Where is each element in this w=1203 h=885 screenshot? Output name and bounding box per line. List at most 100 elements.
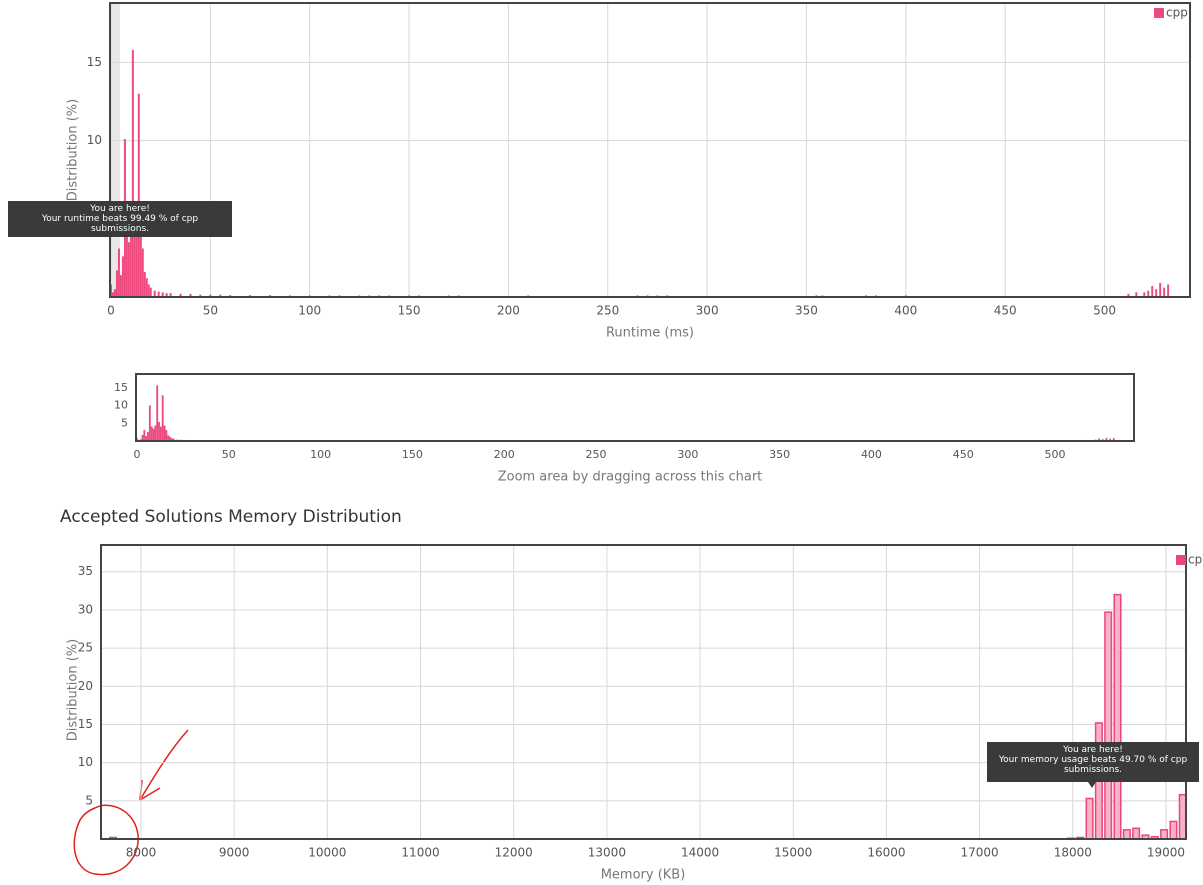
x-tick-label: 0 — [134, 448, 141, 461]
x-axis-title: Runtime (ms) — [606, 326, 694, 341]
legend-swatch — [1154, 8, 1164, 18]
y-axis-title: Distribution (%) — [66, 99, 81, 201]
x-tick-label: 200 — [494, 448, 515, 461]
bar — [1155, 289, 1158, 297]
bar — [169, 293, 172, 297]
plot-frame — [100, 544, 1187, 840]
bar — [156, 385, 159, 441]
x-tick-label: 13000 — [588, 846, 626, 860]
bar — [1122, 829, 1131, 840]
x-tick-label: 14000 — [681, 846, 719, 860]
bar — [189, 293, 192, 297]
x-tick-label: 400 — [894, 304, 917, 318]
bar — [141, 248, 144, 297]
bar — [127, 242, 130, 297]
bar — [1169, 820, 1178, 840]
bar — [159, 426, 162, 441]
bar — [133, 212, 136, 297]
bar — [143, 271, 146, 297]
x-tick-label: 300 — [696, 304, 719, 318]
bar — [117, 248, 120, 297]
x-tick-label: 500 — [1045, 448, 1066, 461]
highlight-band — [110, 3, 120, 297]
bar — [1151, 286, 1154, 297]
x-tick-label: 150 — [402, 448, 423, 461]
x-tick-label: 8000 — [126, 846, 157, 860]
y-tick-label: 10 — [78, 755, 93, 769]
bar — [149, 287, 152, 297]
bar — [141, 435, 144, 441]
x-tick-label: 350 — [795, 304, 818, 318]
bar — [129, 228, 132, 297]
bar — [113, 289, 116, 297]
legend-label: cpp — [1166, 6, 1188, 20]
y-tick-label: 15 — [87, 55, 102, 69]
bar — [131, 49, 134, 298]
x-tick-label: 250 — [586, 448, 607, 461]
x-axis-title: Zoom area by dragging across this chart — [498, 470, 763, 485]
x-tick-label: 250 — [596, 304, 619, 318]
x-tick-label: 16000 — [867, 846, 905, 860]
bar — [154, 425, 157, 441]
bar — [143, 430, 146, 441]
bar — [219, 294, 222, 297]
tooltip-text: Your runtime beats 99.49 % of cpp submis… — [41, 214, 199, 234]
tooltip: You are here! Your runtime beats 99.49 %… — [8, 201, 232, 237]
y-tick-label: 15 — [114, 381, 128, 394]
tooltip-title: You are here! — [1063, 745, 1123, 755]
x-tick-label: 17000 — [961, 846, 999, 860]
x-tick-label: 10000 — [308, 846, 346, 860]
x-tick-label: 300 — [677, 448, 698, 461]
x-tick-label: 50 — [203, 304, 218, 318]
bar — [121, 256, 124, 297]
bar — [135, 232, 138, 297]
tooltip-text: Your memory usage beats 49.70 % of cpp s… — [998, 755, 1188, 775]
bar — [1098, 438, 1101, 441]
bar — [147, 284, 150, 297]
tooltip-pointer — [1088, 782, 1096, 788]
bar — [170, 438, 173, 441]
y-tick-label: 30 — [78, 602, 93, 616]
bar — [150, 426, 153, 441]
y-tick-label: 35 — [78, 564, 93, 578]
bar — [169, 436, 171, 441]
bar — [125, 232, 128, 297]
legend-swatch — [1176, 555, 1186, 565]
x-tick-label: 200 — [497, 304, 520, 318]
bar — [161, 292, 164, 297]
plot-frame — [109, 2, 1191, 298]
bar — [1085, 797, 1094, 840]
bar — [1127, 293, 1130, 297]
bar — [139, 228, 142, 297]
y-tick-label: 10 — [87, 133, 102, 147]
bar — [137, 93, 140, 298]
bar — [119, 275, 122, 297]
bar — [1143, 292, 1146, 297]
y-tick-label: 25 — [78, 641, 93, 655]
tooltip: You are here! Your memory usage beats 49… — [987, 742, 1199, 782]
bar — [1105, 437, 1108, 441]
bar — [1160, 829, 1169, 840]
x-tick-label: 100 — [310, 448, 331, 461]
bar — [1132, 827, 1141, 840]
bar — [199, 294, 202, 297]
x-tick-label: 9000 — [219, 846, 250, 860]
x-tick-label: 350 — [769, 448, 790, 461]
x-tick-label: 19000 — [1147, 846, 1185, 860]
y-tick-label: 5 — [85, 793, 93, 807]
x-tick-label: 11000 — [401, 846, 439, 860]
bar — [1159, 282, 1162, 297]
x-tick-label: 450 — [994, 304, 1017, 318]
bar — [209, 294, 212, 297]
legend-label: cpp — [1188, 553, 1203, 567]
x-tick-label: 500 — [1093, 304, 1116, 318]
bar — [115, 270, 118, 297]
bar — [111, 292, 114, 297]
x-tick-label: 150 — [398, 304, 421, 318]
bar — [157, 291, 160, 297]
y-tick-label: 20 — [78, 679, 93, 693]
y-tick-label: 15 — [78, 717, 93, 731]
bar — [167, 435, 170, 441]
